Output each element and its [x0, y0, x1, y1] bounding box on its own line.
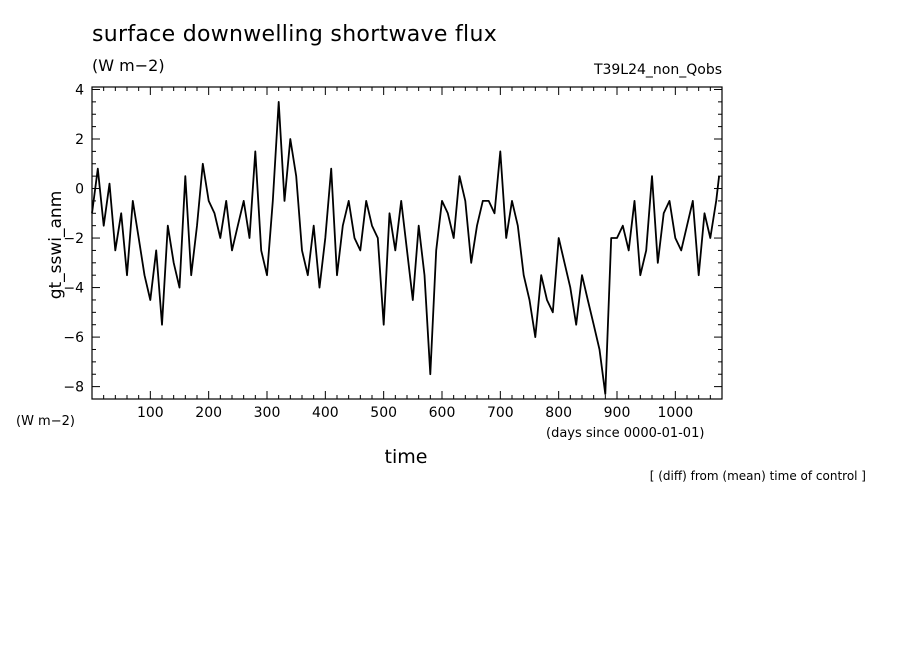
x-tick-label: 1000 [658, 405, 694, 421]
y-tick-label: 2 [75, 132, 84, 148]
x-tick-label: 200 [195, 405, 222, 421]
x-tick-label: 900 [604, 405, 631, 421]
x-tick-label: 600 [429, 405, 456, 421]
x-tick-label: 100 [137, 405, 164, 421]
x-tick-label: 800 [545, 405, 572, 421]
y-tick-label: −8 [63, 380, 84, 396]
x-tick-label: 400 [312, 405, 339, 421]
y-tick-label: −6 [63, 330, 84, 346]
y-tick-label: −2 [63, 231, 84, 247]
axis-ticks [92, 87, 722, 400]
run-name: T39L24_non_Qobs [593, 62, 722, 78]
x-tick-label: 500 [370, 405, 397, 421]
x-tick-label: 700 [487, 405, 514, 421]
x-axis-label: time [384, 446, 428, 468]
y-tick-label: −4 [63, 281, 84, 297]
x-axis-units: (days since 0000-01-01) [546, 426, 705, 441]
tick-labels: 100 200 300 400 500 600 700 800 900 1000 −8 −6 −4 −2 0… [63, 82, 693, 421]
y-axis-units: (W m−2) [16, 414, 75, 429]
x-tick-label: 300 [254, 405, 281, 421]
y-tick-label: 4 [75, 82, 84, 98]
y-tick-label: 0 [75, 182, 84, 198]
footer-note: [ (diff) from (mean) time of control ] [649, 469, 866, 483]
title-units: (W m−2) [92, 56, 165, 75]
series-line [91, 101, 720, 395]
chart-title: surface downwelling shortwave flux [92, 22, 498, 47]
plot-series [91, 101, 720, 395]
plot-frame [91, 86, 723, 400]
